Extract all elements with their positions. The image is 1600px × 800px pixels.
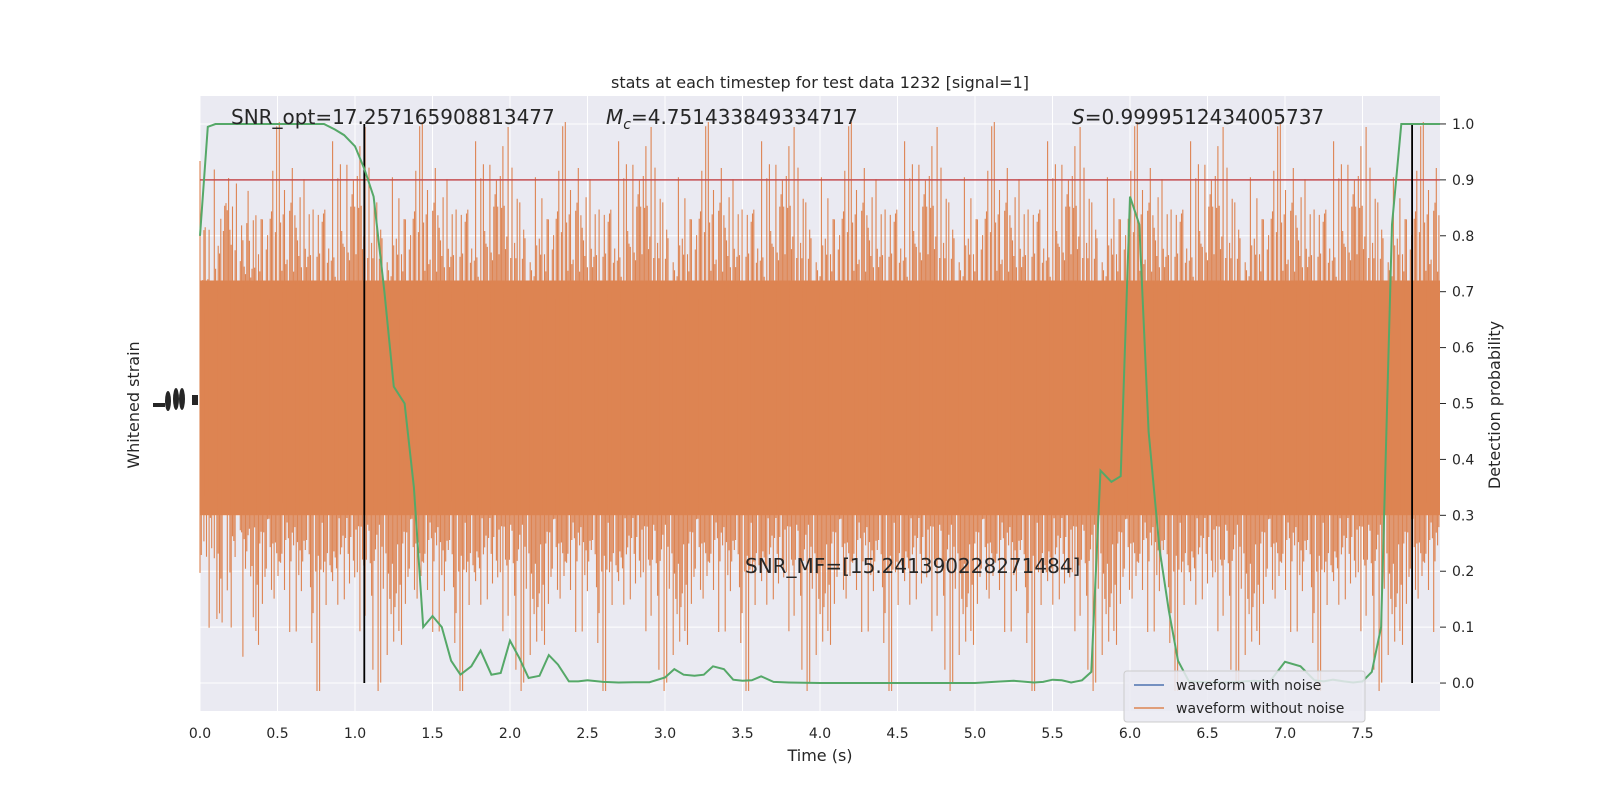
left-tick-glyph [173, 388, 179, 410]
annotation-s: S=0.9999512434005737 [1072, 105, 1324, 129]
x-tick-label: 0.5 [266, 726, 288, 742]
x-tick-label: 2.0 [499, 726, 521, 742]
y-right-tick-label: 1.0 [1452, 117, 1474, 133]
y-right-tick-label: 0.7 [1452, 285, 1474, 301]
y-right-tick-label: 0.5 [1452, 397, 1474, 413]
chart-title: stats at each timestep for test data 123… [611, 73, 1029, 92]
left-tick-glyph [165, 391, 171, 411]
x-tick-label: 3.5 [731, 726, 753, 742]
x-tick-label: 3.0 [654, 726, 676, 742]
y-right-tick-label: 0.6 [1452, 341, 1474, 357]
x-tick-label: 4.5 [886, 726, 908, 742]
x-tick-label: 2.5 [576, 726, 598, 742]
y-right-tick-label: 0.9 [1452, 173, 1474, 189]
mc-subscript: c [623, 117, 631, 133]
y-right-tick-label: 0.1 [1452, 620, 1474, 636]
x-tick-label: 6.5 [1196, 726, 1218, 742]
strain-spikes [199, 122, 1440, 691]
y-right-tick-labels: 0.0 0.1 0.2 0.3 0.4 0.5 0.6 0.7 0.8 0.9 1.0 [1440, 117, 1474, 692]
annotation-snr-mf: SNR_MF=[15.241390228271484] [745, 554, 1080, 578]
x-tick-label: 4.0 [809, 726, 831, 742]
x-tick-labels: 0.0 0.5 1.0 1.5 2.0 2.5 3.0 3.5 4.0 4.5 5.0 5.5 6.0 6… [189, 726, 1374, 742]
legend-label-noise: waveform with noise [1176, 678, 1321, 694]
x-tick-label: 7.0 [1274, 726, 1296, 742]
mc-value: =4.751433849334717 [631, 105, 858, 129]
legend-label-clean: waveform without noise [1176, 701, 1344, 717]
y-right-tick-label: 0.4 [1452, 452, 1474, 468]
y-axis-label-right: Detection probability [1485, 321, 1504, 489]
x-tick-label: 1.5 [421, 726, 443, 742]
x-tick-label: 0.0 [189, 726, 211, 742]
x-tick-label: 5.0 [964, 726, 986, 742]
left-tick-mark [153, 403, 165, 407]
x-axis-label: Time (s) [786, 746, 852, 765]
annotation-snr-opt: SNR_opt=17.257165908813477 [231, 105, 555, 129]
y-right-tick-label: 0.8 [1452, 229, 1474, 245]
y-right-tick-label: 0.3 [1452, 508, 1474, 524]
left-tick-glyph [179, 388, 185, 410]
annotation-chirp-mass: Mc=4.751433849334717 [606, 105, 858, 133]
y-right-tick-label: 0.2 [1452, 564, 1474, 580]
s-symbol: S [1072, 105, 1085, 129]
x-tick-label: 6.0 [1119, 726, 1141, 742]
x-tick-label: 7.5 [1351, 726, 1373, 742]
left-axis-ticks-overlap [153, 388, 198, 411]
mc-symbol: M [606, 105, 623, 129]
left-tick-mark [192, 395, 198, 405]
strain-band [199, 122, 1440, 691]
vertical-markers [363, 123, 1413, 684]
y-axis-label-left: Whitened strain [124, 341, 143, 468]
x-tick-label: 1.0 [344, 726, 366, 742]
legend-box [1123, 670, 1366, 723]
y-right-tick-label: 0.0 [1452, 676, 1474, 692]
s-value: =0.9999512434005737 [1085, 105, 1324, 129]
x-tick-label: 5.5 [1041, 726, 1063, 742]
legend: waveform with noise waveform without noi… [1123, 670, 1366, 723]
